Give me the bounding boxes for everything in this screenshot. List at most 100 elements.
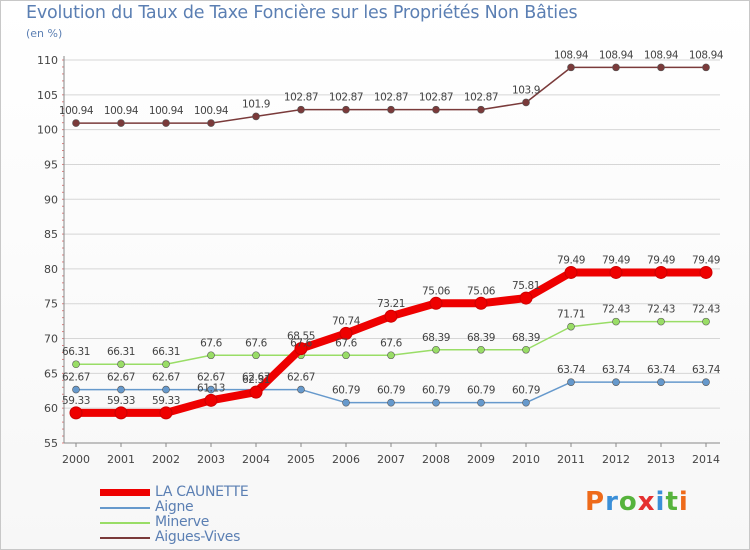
x-tick-label: 2008 <box>422 453 450 466</box>
data-point <box>612 378 620 386</box>
data-point <box>384 309 398 323</box>
data-label: 62.67 <box>62 372 90 384</box>
data-label: 103.9 <box>512 84 540 96</box>
data-label: 59.33 <box>62 395 90 407</box>
x-tick-label: 2009 <box>467 453 495 466</box>
y-tick-label: 60 <box>44 402 58 415</box>
data-point <box>612 317 620 326</box>
data-label: 100.94 <box>194 105 229 117</box>
data-point <box>387 351 395 360</box>
data-point <box>477 345 485 354</box>
data-label: 60.79 <box>512 385 540 397</box>
data-label: 61.13 <box>197 382 225 394</box>
data-point <box>387 398 395 407</box>
x-tick-label: 2003 <box>197 453 225 466</box>
x-tick-label: 2001 <box>107 453 135 466</box>
data-label: 72.43 <box>692 304 720 316</box>
data-label: 72.43 <box>602 304 630 316</box>
data-label: 68.39 <box>512 332 540 344</box>
y-tick-label: 75 <box>44 298 58 311</box>
data-label: 102.87 <box>284 92 318 104</box>
legend-swatch-aigne <box>100 507 150 509</box>
data-label: 71.71 <box>557 309 585 321</box>
data-label: 100.94 <box>104 105 139 117</box>
legend-label-la-caunette: LA CAUNETTE <box>155 484 249 500</box>
chart-title: Evolution du Taux de Taxe Foncière sur l… <box>26 3 578 23</box>
x-tick-label: 2005 <box>287 453 315 466</box>
y-tick-label: 95 <box>44 158 58 171</box>
data-point <box>117 360 125 369</box>
data-point <box>657 317 665 326</box>
data-point <box>342 351 350 360</box>
x-tick-label: 2006 <box>332 453 360 466</box>
data-point <box>387 105 395 114</box>
data-point <box>654 265 668 279</box>
data-label: 67.6 <box>290 337 312 349</box>
data-label: 62.31 <box>242 374 270 386</box>
data-point <box>657 63 665 72</box>
legend-label-minerve: Minerve <box>155 514 210 530</box>
logo-letter: P <box>585 487 606 517</box>
legend-swatch-la-caunette <box>100 489 150 496</box>
x-tick-label: 2007 <box>377 453 405 466</box>
data-point <box>699 265 713 279</box>
x-tick-label: 2013 <box>647 453 675 466</box>
data-point <box>432 398 440 407</box>
data-label: 66.31 <box>62 346 90 358</box>
data-point <box>432 345 440 354</box>
logo-letter: t <box>665 487 679 517</box>
data-point <box>114 406 128 420</box>
logo-letter: i <box>655 487 666 517</box>
data-point <box>162 119 170 127</box>
proxiti-logo: Proxiti <box>585 487 689 517</box>
data-point <box>702 63 710 72</box>
data-point <box>477 398 485 407</box>
data-point <box>72 385 80 394</box>
data-label: 60.79 <box>332 385 360 397</box>
data-label: 68.55 <box>287 331 315 343</box>
data-label: 63.74 <box>647 364 676 376</box>
data-point <box>522 398 530 407</box>
data-point <box>207 119 215 127</box>
data-label: 75.81 <box>512 280 540 292</box>
data-point <box>162 360 170 369</box>
data-label: 79.49 <box>647 254 675 266</box>
data-label: 62.67 <box>107 372 135 384</box>
data-point <box>612 63 620 72</box>
data-point <box>342 398 350 407</box>
data-label: 79.49 <box>557 254 585 266</box>
data-label: 102.87 <box>329 92 363 104</box>
data-label: 60.79 <box>422 385 450 397</box>
data-point <box>702 378 710 386</box>
data-label: 70.74 <box>332 315 361 327</box>
data-point <box>519 291 533 305</box>
data-label: 102.87 <box>374 92 408 104</box>
y-axis-unit-label: (en %) <box>26 27 63 40</box>
data-point <box>117 119 125 127</box>
data-point <box>474 296 488 310</box>
data-label: 75.06 <box>467 285 496 297</box>
data-label: 68.39 <box>422 332 450 344</box>
x-tick-label: 2014 <box>692 453 720 466</box>
data-point <box>339 326 353 340</box>
data-label: 66.31 <box>107 346 135 358</box>
data-label: 67.6 <box>380 337 402 349</box>
x-tick-label: 2010 <box>512 453 540 466</box>
data-label: 102.87 <box>464 92 498 104</box>
data-point <box>522 98 530 107</box>
data-label: 100.94 <box>59 105 94 117</box>
data-label: 62.67 <box>287 372 315 384</box>
data-label: 108.94 <box>689 49 724 61</box>
x-tick-label: 2000 <box>62 453 90 466</box>
data-label: 59.33 <box>107 395 135 407</box>
data-point <box>252 112 260 121</box>
data-point <box>657 378 665 386</box>
x-tick-label: 2012 <box>602 453 630 466</box>
x-tick-label: 2002 <box>152 453 180 466</box>
data-point <box>69 406 83 420</box>
data-label: 63.74 <box>602 364 631 376</box>
legend-label-aigues-vives: Aigues-Vives <box>155 529 241 545</box>
y-tick-label: 55 <box>44 437 58 450</box>
y-tick-label: 90 <box>44 193 58 206</box>
